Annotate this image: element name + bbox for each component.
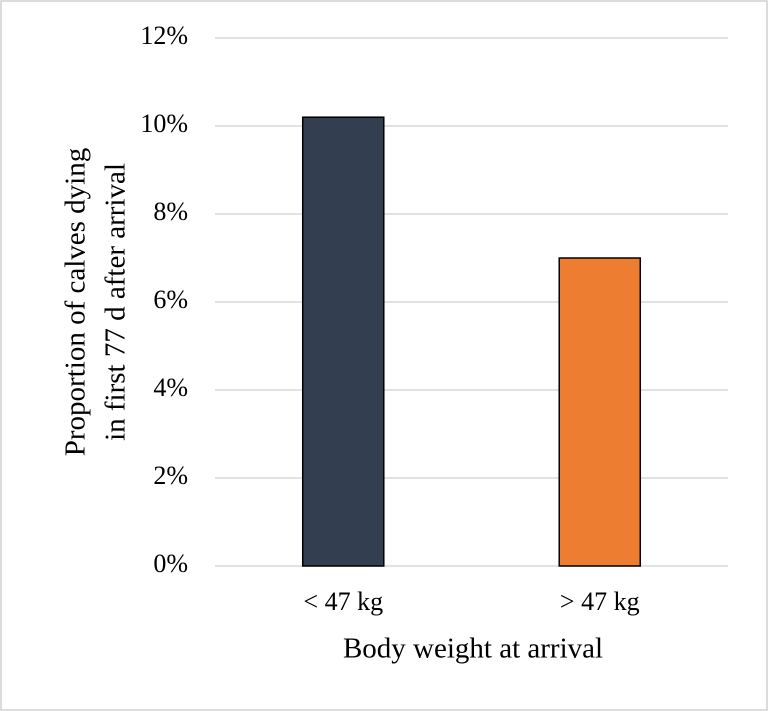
y-tick-label: 12%: [140, 21, 188, 50]
y-tick-label: 2%: [153, 461, 188, 490]
y-tick-label: 8%: [153, 197, 188, 226]
y-axis-title: Proportion of calves dying: [60, 148, 92, 456]
bar: [558, 257, 642, 567]
x-axis-title: Body weight at arrival: [343, 633, 603, 665]
y-tick-label: 4%: [153, 373, 188, 402]
bar: [301, 116, 385, 567]
y-tick-label: 0%: [153, 549, 188, 578]
x-tick-label: > 47 kg: [560, 587, 640, 616]
y-tick-label: 6%: [153, 285, 188, 314]
y-tick-label: 10%: [140, 109, 188, 138]
x-tick-label: < 47 kg: [303, 587, 383, 616]
y-axis-title: in first 77 d after arrival: [100, 163, 132, 441]
